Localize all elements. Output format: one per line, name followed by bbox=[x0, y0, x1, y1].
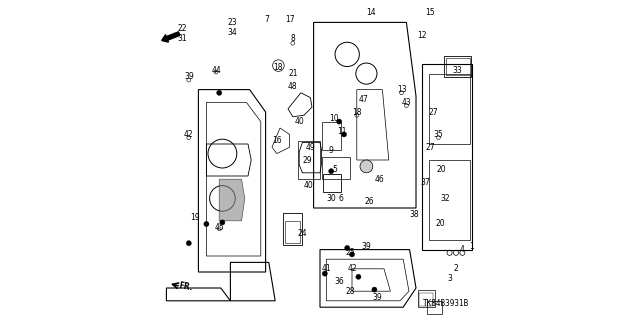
Text: 12: 12 bbox=[418, 31, 427, 40]
Text: 21: 21 bbox=[288, 69, 298, 78]
Text: 4: 4 bbox=[460, 245, 465, 254]
Text: 26: 26 bbox=[365, 197, 374, 206]
Text: 47: 47 bbox=[358, 95, 368, 104]
Text: FR.: FR. bbox=[178, 281, 193, 292]
Text: 40: 40 bbox=[294, 117, 304, 126]
Circle shape bbox=[372, 287, 377, 292]
Text: 1: 1 bbox=[470, 242, 474, 251]
Text: 20: 20 bbox=[435, 220, 445, 228]
Text: 39: 39 bbox=[372, 293, 383, 302]
Text: 18: 18 bbox=[274, 63, 283, 72]
Bar bbox=[445, 58, 470, 75]
Text: 42: 42 bbox=[184, 130, 194, 139]
Bar bbox=[419, 293, 433, 306]
Text: 46: 46 bbox=[374, 175, 384, 184]
Bar bbox=[285, 221, 300, 243]
Text: 25: 25 bbox=[346, 248, 355, 257]
Text: 33: 33 bbox=[452, 66, 463, 75]
Text: 38: 38 bbox=[410, 210, 419, 219]
Text: 40: 40 bbox=[304, 181, 314, 190]
Text: 41: 41 bbox=[321, 264, 332, 273]
Text: 27: 27 bbox=[429, 108, 438, 116]
Text: 23: 23 bbox=[227, 18, 237, 27]
Text: 5: 5 bbox=[332, 165, 337, 174]
Text: 39: 39 bbox=[184, 72, 194, 81]
Text: 42: 42 bbox=[347, 264, 357, 273]
Circle shape bbox=[360, 160, 372, 173]
Text: 43: 43 bbox=[401, 98, 412, 107]
Text: 30: 30 bbox=[326, 194, 336, 203]
Text: 10: 10 bbox=[330, 114, 339, 123]
Text: 48: 48 bbox=[288, 82, 298, 91]
Circle shape bbox=[356, 274, 361, 279]
Bar bbox=[428, 301, 442, 314]
Text: 6: 6 bbox=[339, 194, 343, 203]
FancyArrow shape bbox=[162, 32, 180, 42]
Text: 28: 28 bbox=[346, 287, 355, 296]
Text: 32: 32 bbox=[440, 194, 450, 203]
Circle shape bbox=[216, 90, 222, 95]
Circle shape bbox=[323, 271, 328, 276]
Text: 24: 24 bbox=[298, 229, 307, 238]
Text: 18: 18 bbox=[352, 108, 362, 116]
Bar bbox=[322, 122, 341, 150]
Bar bbox=[418, 290, 435, 307]
Circle shape bbox=[344, 245, 349, 251]
Circle shape bbox=[349, 252, 355, 257]
Text: 15: 15 bbox=[426, 8, 435, 17]
Text: 22: 22 bbox=[178, 24, 187, 33]
Bar bbox=[322, 157, 351, 179]
Text: 7: 7 bbox=[265, 15, 269, 24]
Text: 35: 35 bbox=[433, 130, 444, 139]
Text: 8: 8 bbox=[291, 34, 295, 43]
Text: 14: 14 bbox=[366, 8, 376, 17]
Circle shape bbox=[342, 132, 347, 137]
Text: 49: 49 bbox=[305, 143, 316, 152]
Text: 11: 11 bbox=[338, 127, 347, 136]
Bar bbox=[323, 174, 341, 192]
Bar bbox=[444, 56, 471, 77]
Text: 2: 2 bbox=[454, 264, 458, 273]
Text: 31: 31 bbox=[177, 34, 188, 43]
Text: TK84B3931B: TK84B3931B bbox=[422, 300, 468, 308]
Text: 19: 19 bbox=[190, 213, 200, 222]
Text: 45: 45 bbox=[214, 223, 224, 232]
Circle shape bbox=[337, 119, 342, 124]
Polygon shape bbox=[219, 179, 245, 221]
Circle shape bbox=[329, 169, 334, 174]
Circle shape bbox=[186, 241, 191, 246]
Text: 3: 3 bbox=[447, 274, 452, 283]
Text: 37: 37 bbox=[420, 178, 431, 187]
Text: 39: 39 bbox=[362, 242, 371, 251]
Text: 9: 9 bbox=[329, 146, 333, 155]
Text: 29: 29 bbox=[302, 156, 312, 164]
Circle shape bbox=[204, 221, 209, 227]
Text: 34: 34 bbox=[227, 28, 237, 36]
Text: 16: 16 bbox=[272, 136, 282, 145]
Text: 44: 44 bbox=[211, 66, 221, 75]
Text: 17: 17 bbox=[285, 15, 294, 24]
Text: 13: 13 bbox=[397, 85, 406, 94]
Text: 27: 27 bbox=[426, 143, 435, 152]
Text: 20: 20 bbox=[436, 165, 447, 174]
Bar bbox=[283, 213, 302, 245]
Text: 36: 36 bbox=[334, 277, 344, 286]
Circle shape bbox=[220, 220, 225, 225]
